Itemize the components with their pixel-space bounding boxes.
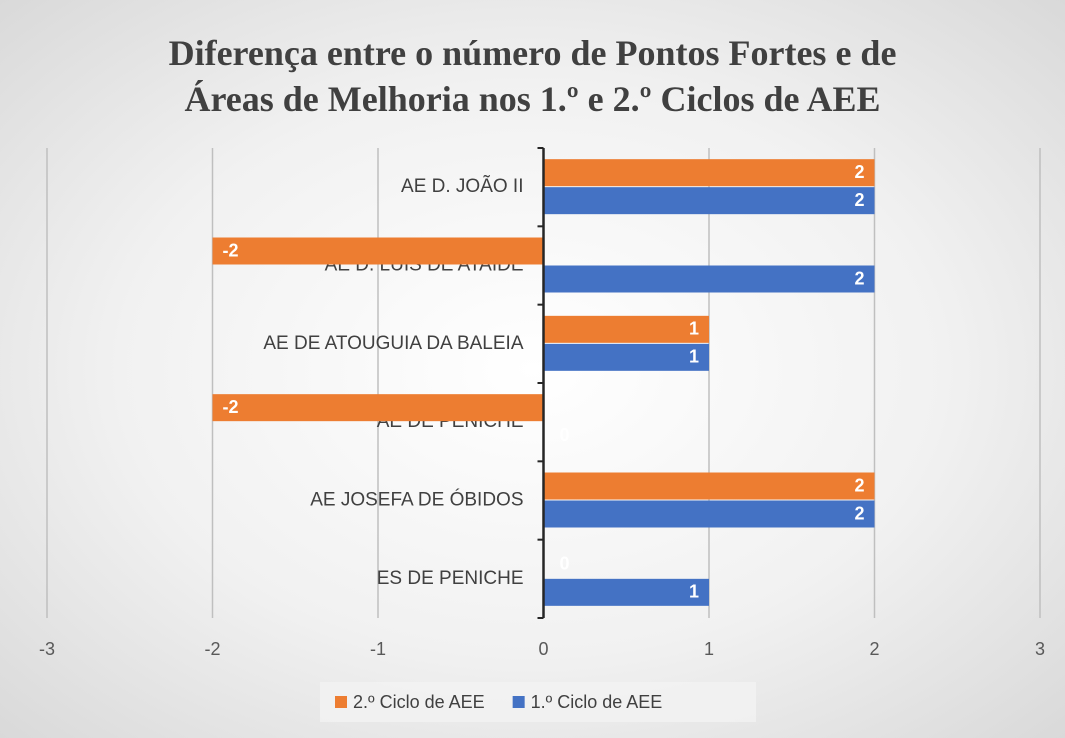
- bar: [543, 578, 709, 606]
- legend-swatch: [512, 696, 525, 708]
- value-label: 1: [689, 319, 699, 339]
- bar: [543, 159, 875, 187]
- legend-swatch: [335, 696, 347, 708]
- value-label: 2: [854, 190, 864, 210]
- x-tick-label: 3: [1035, 639, 1045, 659]
- x-tick-label: -3: [39, 639, 55, 659]
- value-label: -2: [223, 240, 239, 260]
- x-tick-label: -2: [204, 639, 220, 659]
- value-label: 2: [854, 503, 864, 523]
- value-label: 1: [689, 582, 699, 602]
- bar: [543, 265, 875, 293]
- bar: [543, 187, 875, 215]
- x-tick-label: 2: [869, 639, 879, 659]
- chart-title: Diferença entre o número de Pontos Forte…: [168, 33, 897, 119]
- x-tick-label: 0: [538, 639, 548, 659]
- x-tick-label: -1: [370, 639, 386, 659]
- bar: [543, 315, 709, 343]
- legend-label: 1.º Ciclo de AEE: [531, 692, 663, 712]
- bar: [212, 237, 544, 265]
- category-label: AE JOSEFA DE ÓBIDOS: [310, 489, 523, 511]
- x-tick-label: 1: [704, 639, 714, 659]
- value-label: 1: [689, 347, 699, 367]
- legend-box: [320, 682, 756, 722]
- value-label: 0: [560, 554, 570, 574]
- value-label: 0: [560, 425, 570, 445]
- value-label: 2: [854, 268, 864, 288]
- category-label: AE DE ATOUGUIA DA BALEIA: [263, 333, 523, 354]
- bar: [212, 394, 544, 422]
- category-label: ES DE PENICHE: [377, 568, 524, 589]
- value-label: 2: [854, 475, 864, 495]
- bar: [543, 472, 875, 500]
- bar: [543, 500, 875, 528]
- legend-label: 2.º Ciclo de AEE: [353, 692, 485, 712]
- value-label: -2: [223, 397, 239, 417]
- category-label: AE D. JOÃO II: [401, 175, 523, 197]
- value-label: 2: [854, 162, 864, 182]
- bar: [543, 343, 709, 371]
